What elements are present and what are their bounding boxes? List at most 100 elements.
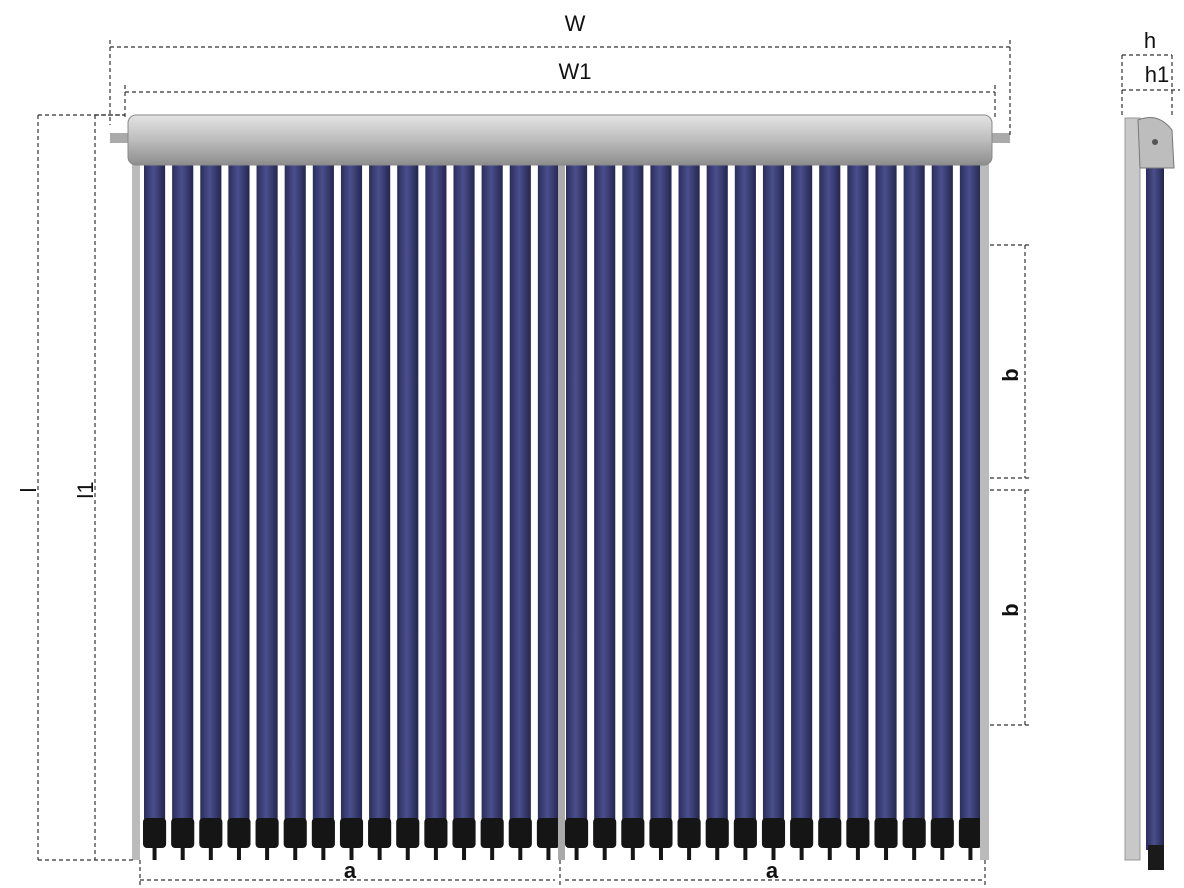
tube-peg [855,846,860,860]
tubes [143,163,982,860]
dim-label: h [1144,28,1156,53]
tube-holder [227,818,251,848]
tube [791,163,813,823]
dim-line [94,114,125,860]
tube [594,163,616,823]
tube-holder [593,818,617,848]
tube-peg [715,846,720,860]
tube [706,163,728,823]
tube-holder [649,818,673,848]
tube [903,163,925,823]
tube-peg [433,846,438,860]
tube-peg [546,846,551,860]
tube-peg [405,846,410,860]
tube [819,163,841,823]
tube-peg [574,846,579,860]
frame-rail [980,160,989,860]
tube-peg [602,846,607,860]
tube [425,163,447,823]
tube-peg [377,846,382,860]
tube-holder [565,818,589,848]
dim-label: W1 [559,59,592,84]
tube-holder [733,818,757,848]
tube-holder [283,818,307,848]
tube [256,163,278,823]
tube-holder [311,818,335,848]
tube-peg [490,846,495,860]
tube [566,163,588,823]
tube [650,163,672,823]
tube [144,163,166,823]
dim-label: W [565,11,586,36]
tube-holder [846,818,870,848]
tube-peg [827,846,832,860]
tube-holder [480,818,504,848]
tube [228,163,250,823]
tube-peg [687,846,692,860]
tube [453,163,475,823]
dim-label: a [344,858,357,883]
dim-line [990,244,1030,726]
header-pipe [127,114,993,166]
tube-holder [790,818,814,848]
tube-peg [884,846,889,860]
tube-peg [658,846,663,860]
dim-label: l1 [73,481,98,498]
tube-holder [930,818,954,848]
tube [509,163,531,823]
tube [200,163,222,823]
tube-holder [143,818,167,848]
tube [397,163,419,823]
tube [678,163,700,823]
tube-peg [208,846,213,860]
pipe-stub [985,133,1010,143]
tube-peg [940,846,945,860]
tube-peg [630,846,635,860]
tube-holder [958,818,982,848]
dim-line [124,85,996,118]
tube-holder [705,818,729,848]
dim-label: a [766,858,779,883]
tube-holder [171,818,195,848]
tube-holder [199,818,223,848]
tube [875,163,897,823]
pipe-stub [110,133,135,143]
tube [762,163,785,823]
tube [312,163,334,823]
dim-line [1121,54,1180,118]
tube-peg [265,846,270,860]
tube-peg [518,846,523,860]
side-header-bolt [1152,139,1158,145]
dim-label: l [16,488,41,493]
tube [340,163,363,823]
tube-peg [799,846,804,860]
tube-peg [349,846,354,860]
tube-peg [743,846,748,860]
side-holder [1148,845,1164,870]
tube-peg [912,846,917,860]
tube [537,163,559,823]
tube-peg [321,846,326,860]
tube [847,163,869,823]
tube-holder [621,818,645,848]
dim-label: h1 [1145,62,1169,87]
tube-holder [396,818,420,848]
tube-holder [818,818,842,848]
tube-holder [902,818,926,848]
tube-holder [424,818,448,848]
tube-holder [452,818,476,848]
tube-peg [293,846,298,860]
tube-holder [255,818,279,848]
frame-rail [132,160,140,860]
tube [959,163,981,823]
tube [734,163,756,823]
tube-holder [536,818,560,848]
tube [931,163,953,823]
dim-label: b [998,603,1023,616]
tube-holder [874,818,898,848]
tube [284,163,306,823]
tube-peg [968,846,973,860]
tube [172,163,194,823]
